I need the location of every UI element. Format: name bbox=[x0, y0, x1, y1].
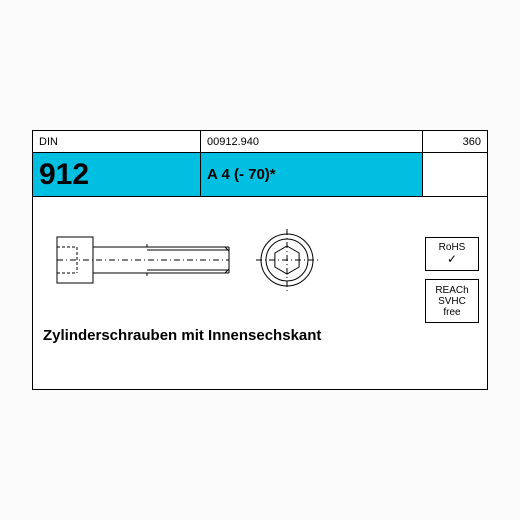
header-row: DIN 00912.940 360 bbox=[33, 131, 487, 153]
reach-line3: free bbox=[443, 307, 460, 318]
cyan-blank-cell bbox=[423, 153, 487, 196]
product-card: DIN 00912.940 360 912 A 4 (- 70)* bbox=[32, 130, 488, 390]
reach-line2: SVHC bbox=[438, 296, 466, 307]
product-description: Zylinderschrauben mit Innensechskant bbox=[43, 327, 321, 344]
rohs-badge: RoHS ✓ bbox=[425, 237, 479, 271]
screw-drawing bbox=[47, 207, 337, 317]
din-number: 912 bbox=[33, 153, 201, 196]
reach-line1: REACh bbox=[435, 285, 468, 296]
header-code: 00912.940 bbox=[201, 131, 423, 152]
header-din-label: DIN bbox=[33, 131, 201, 152]
header-qty: 360 bbox=[423, 131, 487, 152]
reach-badge: REACh SVHC free bbox=[425, 279, 479, 323]
check-icon: ✓ bbox=[447, 253, 457, 266]
body-area: Zylinderschrauben mit Innensechskant RoH… bbox=[33, 197, 487, 389]
material-spec: A 4 (- 70)* bbox=[201, 153, 423, 196]
cyan-row: 912 A 4 (- 70)* bbox=[33, 153, 487, 197]
